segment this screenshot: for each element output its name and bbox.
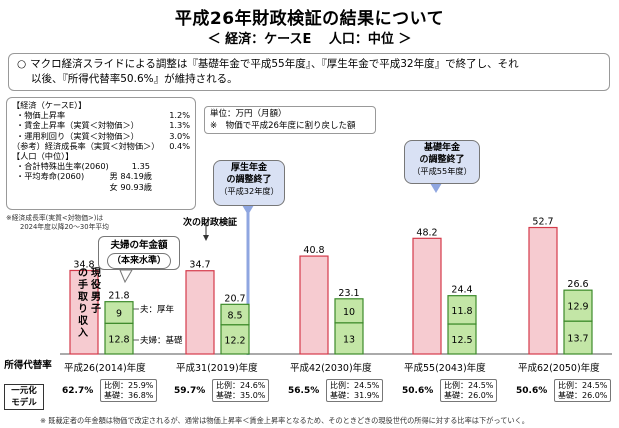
household-pointer [119, 269, 133, 284]
bottom-note: ※ 既裁定者の年金額は物価で改定されるが、通常は物価上昇率＜賃金上昇率となるため… [40, 416, 529, 425]
wage-value-label: 34.7 [189, 260, 210, 271]
wage-bar-vertical-char: 男 [91, 291, 101, 303]
replacement-rate-value: 56.5% [288, 386, 320, 396]
model-label: 一元化 モデル [4, 384, 44, 410]
pension-total-value: 24.4 [451, 285, 472, 296]
pop-header: 【人口（中位）】 [12, 151, 74, 162]
units-box: 単位：万円（月額） ※ 物価で平成26年度に割り戻した額 [204, 106, 376, 134]
pension-total-value: 21.8 [108, 291, 129, 302]
pension-total-value: 26.6 [567, 279, 588, 290]
category-label: 平成31(2019)年度 [176, 363, 258, 374]
pension-basic-value: 13.7 [567, 334, 588, 345]
category-label: 平成42(2030)年度 [290, 363, 372, 374]
wage-bar-vertical-char: の [78, 268, 88, 279]
summary-bullet: ○ [17, 58, 27, 70]
pension-proportional-value: 8.5 [227, 311, 242, 322]
wage-bar [412, 237, 442, 355]
summary-line-1: マクロ経済スライドによる調整は『基礎年金で平成55年度』、『厚生年金で平成32年… [30, 58, 519, 70]
summary-line-2: 以後、『所得代替率50.6%』が維持される。 [31, 73, 238, 85]
page-title: 平成26年財政検証の結果について [174, 9, 445, 29]
wage-bar [69, 269, 99, 355]
units-line-2: ※ 物価で平成26年度に割り戻した額 [210, 121, 356, 131]
ratio-breakdown: 比例：24.5% 基礎：26.0% [440, 379, 498, 402]
wage-bar-vertical-char: 収 [78, 315, 89, 327]
kosei-end-pointer [242, 205, 254, 215]
wage-bar-vertical-char: 現 [91, 267, 101, 279]
pension-proportional-bar [334, 298, 364, 324]
wage-bar-vertical-char: 取 [78, 291, 89, 303]
life-row-female: 女 90.93歳 [109, 181, 152, 192]
wage-bar-vertical-char: 子 [91, 303, 101, 315]
pension-proportional-bar [447, 295, 477, 325]
next-check-label: 次の財政検証 [183, 218, 238, 228]
kosei-end-callout: 厚生年金 の調整終了 （平成32年度） [213, 160, 285, 206]
wage-value-label: 40.8 [303, 245, 324, 256]
page-subtitle: ＜ 経済：ケースE 人口：中位 ＞ [207, 32, 412, 47]
growth-note-line-2: 2024年度以降20～30年平均 [20, 222, 109, 231]
pension-proportional-value: 10 [343, 307, 355, 318]
growth-note: ※経済成長率(実質<対物価>)は 2024年度以降20～30年平均 [6, 214, 196, 231]
econ-row-0: ・物価上昇率 1.2% [16, 110, 190, 121]
pension-basic-value: 12.2 [224, 335, 245, 346]
wage-bar-vertical-char: 手 [78, 278, 88, 291]
growth-note-line-1: ※経済成長率(実質<対物価>)は [6, 214, 104, 222]
category-label: 平成62(2050)年度 [518, 363, 600, 374]
summary-box: ○ マクロ経済スライドによる調整は『基礎年金で平成55年度』、『厚生年金で平成32… [8, 53, 610, 91]
household-callout: 夫婦の年金額 （本来水準） [98, 236, 180, 270]
husband-kiso-label: 夫婦：基礎 [140, 335, 183, 346]
units-line-1: 単位：万円（月額） [210, 109, 287, 119]
wage-value-label: 34.8 [73, 259, 94, 270]
replacement-rate-value: 59.7% [174, 386, 206, 396]
assumptions-box: 【経済（ケースE）】 ・物価上昇率 1.2% ・賃金上昇率（実質＜対物価＞） 1.3… [6, 97, 196, 210]
wage-bar-vertical-char: り [78, 303, 88, 315]
category-label: 平成26(2014)年度 [64, 363, 146, 374]
pension-basic-bar [447, 323, 477, 355]
ratio-breakdown: 比例：24.5% 基礎：31.9% [326, 379, 384, 402]
replacement-rate-value: 50.6% [402, 386, 434, 396]
wage-bar [528, 226, 558, 355]
pension-proportional-bar [220, 303, 250, 326]
pension-total-value: 20.7 [224, 293, 245, 304]
econ-header: 【経済（ケースE）】 [12, 100, 87, 110]
kiso-end-pointer [430, 183, 442, 193]
econ-row-1: ・賃金上昇率（実質＜対物価＞） 1.3% [16, 120, 190, 131]
wage-value-label: 48.2 [416, 227, 437, 238]
ratio-breakdown: 比例：24.5% 基礎：26.0% [554, 379, 612, 402]
wage-bar [299, 255, 329, 355]
pension-basic-value: 13 [343, 334, 355, 345]
replacement-rate-label: 所得代替率 [4, 360, 52, 371]
econ-row-3: （参考）経済成長率（実質＜対物価＞） 0.4% [12, 140, 190, 151]
econ-row-2: ・運用利回り（実質＜対物価＞） 3.0% [16, 130, 190, 141]
pension-proportional-value: 9 [116, 308, 122, 319]
pension-basic-value: 12.5 [451, 335, 472, 346]
pension-total-value: 23.1 [338, 288, 359, 299]
wage-bar [185, 270, 215, 355]
fertility-row: ・合計特殊出生率(2060) 1.35 [16, 161, 150, 172]
wage-bar-vertical-char: 役 [91, 278, 102, 291]
pension-basic-bar [334, 322, 364, 355]
pension-proportional-bar [563, 289, 593, 322]
pension-basic-value: 12.8 [108, 335, 129, 346]
pension-proportional-value: 12.9 [567, 302, 588, 313]
category-label: 平成55(2043)年度 [404, 363, 486, 374]
ratio-breakdown: 比例：24.6% 基礎：35.0% [212, 379, 270, 402]
pension-proportional-value: 11.8 [451, 306, 472, 317]
life-row-male: ・平均寿命(2060) 男 84.19歳 [16, 171, 152, 182]
pension-proportional-bar [104, 301, 134, 324]
husband-kosei-label: 夫：厚年 [140, 304, 175, 315]
replacement-rate-value: 62.7% [62, 386, 94, 396]
wage-value-label: 52.7 [532, 217, 553, 228]
kiso-end-callout: 基礎年金 の調整終了 （平成55年度） [404, 140, 480, 184]
ratio-breakdown: 比例：25.9% 基礎：36.8% [100, 379, 158, 402]
wage-bar-vertical-char: 入 [78, 327, 88, 339]
replacement-rate-value: 50.6% [516, 386, 548, 396]
